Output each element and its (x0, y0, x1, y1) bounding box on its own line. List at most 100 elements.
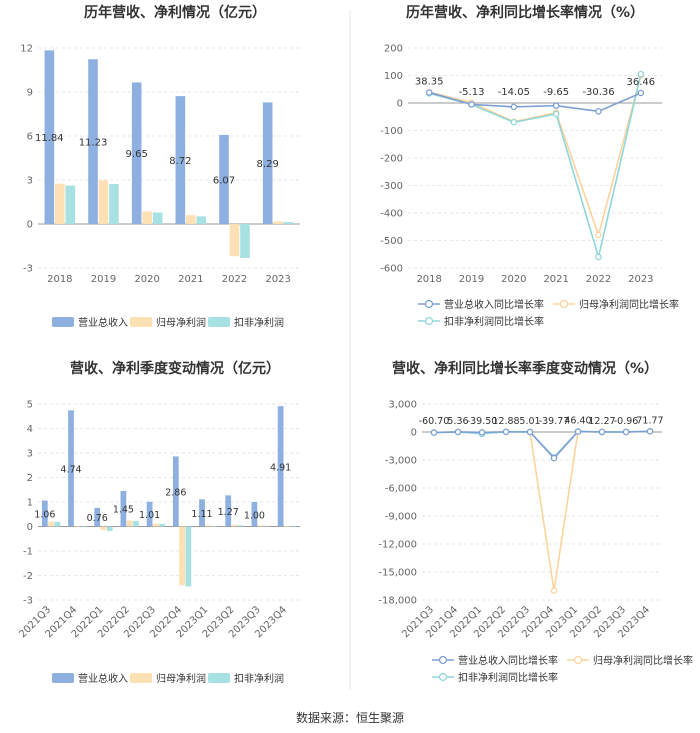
data-label: 8.29 (257, 159, 279, 170)
y-tick-label: 1 (27, 498, 33, 509)
data-label: 11.23 (79, 138, 108, 149)
bar (106, 526, 113, 531)
y-tick-label: -500 (380, 236, 403, 247)
bar (152, 212, 163, 224)
bar (48, 521, 54, 527)
y-tick-label: 0 (411, 428, 417, 439)
data-point (574, 428, 582, 435)
x-tick-label: 2022 (222, 274, 247, 285)
y-tick-label: -12,000 (378, 540, 417, 551)
data-point (425, 89, 433, 96)
bar (175, 96, 186, 224)
data-point (637, 70, 645, 78)
y-tick-label: -400 (380, 209, 403, 220)
data-label: -60.70 (419, 416, 450, 427)
data-label: 5.01 (519, 416, 540, 427)
quarterly-revenue-profit-chart: 营收、净利季度变动情况（亿元） -3-2-10123452021Q32021Q4… (17, 360, 300, 685)
bar (131, 82, 142, 224)
bar (257, 525, 264, 527)
bar (186, 215, 196, 224)
data-point (502, 428, 510, 436)
data-point (468, 101, 475, 108)
bar (109, 183, 119, 224)
bar (290, 526, 297, 528)
bar (126, 520, 133, 527)
series-line (428, 91, 642, 113)
bar (240, 224, 250, 259)
x-tick-label: 2019 (459, 274, 484, 285)
bar (284, 526, 290, 527)
data-point (637, 89, 645, 97)
y-tick-label: 0 (27, 522, 33, 533)
legend-marker (438, 655, 448, 665)
y-tick-label: 0 (27, 220, 33, 231)
y-tick-label: 0 (397, 99, 403, 110)
chart-title: 营收、净利同比增长率季度变动情况（%） (392, 360, 658, 377)
data-label: 71.77 (636, 415, 663, 426)
bar (68, 410, 74, 527)
bar (54, 521, 61, 527)
bar (65, 185, 76, 224)
y-tick-label: 3 (27, 176, 33, 187)
bar (146, 501, 153, 527)
y-tick-label: 5 (27, 400, 33, 411)
y-tick-label: 3,000 (388, 400, 417, 411)
chart-title: 历年营收、净利同比增长率情况（%） (406, 4, 644, 21)
x-tick-label: 2020 (134, 274, 159, 285)
data-label: 46.40 (564, 416, 591, 427)
legend-label: 归母净利润 (156, 672, 206, 685)
y-tick-label: 200 (384, 44, 403, 55)
data-label: 4.91 (270, 462, 291, 473)
data-label: 2.86 (165, 487, 186, 498)
annual-growth-rate-chart: 历年营收、净利同比增长率情况（%） -600 -500 -400 -300 -200 -1… (380, 4, 679, 328)
y-tick-label: 12 (20, 44, 33, 55)
data-point (595, 231, 602, 239)
legend-label: 归母净利润同比增长率 (579, 298, 679, 311)
y-tick-label: -600 (380, 264, 403, 275)
bar (133, 520, 139, 527)
legend-swatch (52, 673, 74, 683)
y-tick-label: 6 (27, 132, 33, 143)
y-tick-label: 2 (27, 473, 33, 484)
bar (74, 526, 81, 528)
bar (159, 523, 166, 527)
legend-swatch (130, 317, 152, 327)
data-point (430, 429, 438, 436)
bar (172, 456, 179, 527)
bar (283, 221, 294, 224)
bar (219, 134, 229, 224)
legend-label: 归母净利润同比增长率 (593, 654, 693, 667)
bar (205, 525, 212, 527)
y-tick-label: -18,000 (378, 596, 417, 607)
data-label: 12.88 (492, 416, 519, 427)
chart-title: 营收、净利季度变动情况（亿元） (70, 360, 280, 377)
x-tick-label: 2019 (91, 274, 116, 285)
bar (211, 526, 218, 527)
data-label: 38.35 (415, 76, 444, 87)
bar (185, 526, 192, 587)
bar (98, 180, 109, 224)
bar (88, 59, 98, 224)
bar (41, 500, 48, 527)
bar (179, 526, 185, 586)
bar (55, 183, 65, 224)
data-label: 6.07 (213, 175, 235, 186)
legend-label: 扣非净利润同比增长率 (458, 671, 558, 684)
data-label: 8.72 (169, 156, 191, 167)
legend-marker (438, 672, 448, 682)
y-tick-label: 3 (27, 449, 33, 460)
data-point (526, 428, 534, 436)
data-label: 12.27 (588, 416, 615, 427)
y-tick-label: -9,000 (385, 512, 417, 523)
bar (237, 525, 244, 527)
data-source: 数据来源：恒生聚源 (296, 710, 404, 725)
x-tick-label: 2018 (47, 274, 72, 285)
bar (231, 524, 238, 527)
legend-label: 营业总收入同比增长率 (444, 298, 544, 311)
legend-swatch (208, 673, 230, 683)
x-tick-label: 2021 (543, 274, 568, 285)
data-label: -0.96 (614, 416, 639, 427)
x-tick-label: 2020 (501, 274, 526, 285)
y-tick-label: -200 (380, 154, 403, 165)
